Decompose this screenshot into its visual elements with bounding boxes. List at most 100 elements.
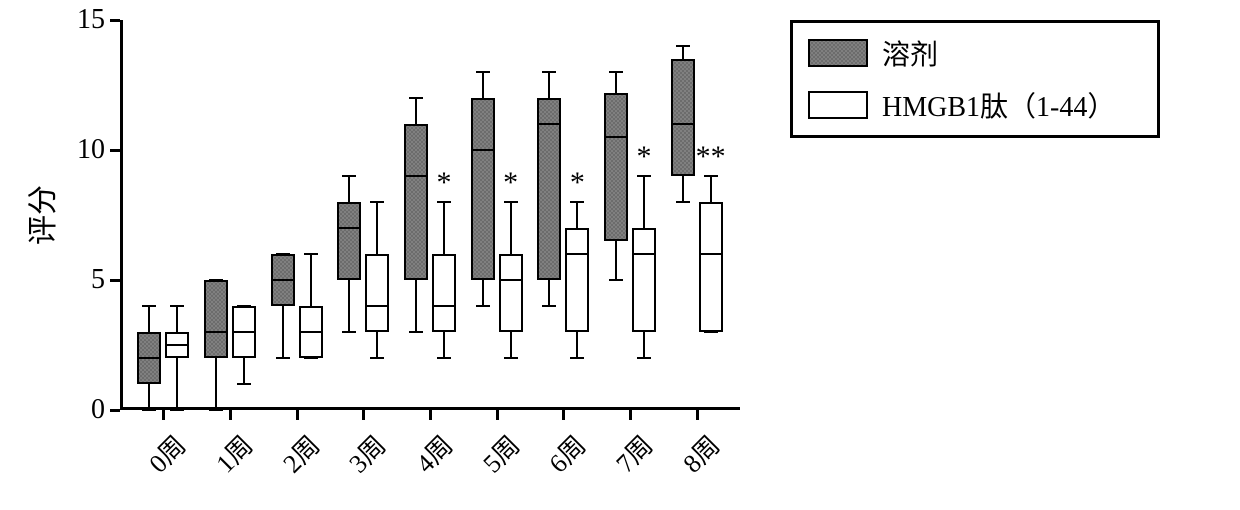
y-tick-label: 15 — [65, 4, 105, 36]
median-line — [337, 227, 361, 229]
significance-annotation: ** — [696, 140, 726, 174]
significance-annotation: * — [437, 166, 452, 200]
y-tick-label: 0 — [65, 394, 105, 426]
x-tick-mark — [162, 410, 165, 420]
whisker-line — [643, 332, 645, 358]
whisker-line — [482, 72, 484, 98]
x-tick-mark — [629, 410, 632, 420]
whisker-line — [682, 46, 684, 59]
x-tick-mark — [429, 410, 432, 420]
whisker-cap-bottom — [142, 409, 156, 411]
box-series-a — [337, 202, 361, 280]
y-axis-title: 评分 — [18, 185, 62, 245]
median-line — [671, 123, 695, 125]
median-line — [432, 305, 456, 307]
median-line — [565, 253, 589, 255]
whisker-cap-top — [342, 175, 356, 177]
whisker-line — [415, 280, 417, 332]
whisker-cap-bottom — [370, 357, 384, 359]
box-series-a — [204, 280, 228, 358]
median-line — [604, 136, 628, 138]
y-tick-mark — [110, 409, 120, 412]
box-series-b — [565, 228, 589, 332]
box-series-a — [404, 124, 428, 280]
box-series-a — [537, 98, 561, 280]
y-tick-label: 10 — [65, 134, 105, 166]
significance-annotation: * — [503, 166, 518, 200]
y-tick-mark — [110, 279, 120, 282]
whisker-cap-top — [570, 201, 584, 203]
whisker-line — [710, 176, 712, 202]
whisker-line — [415, 98, 417, 124]
y-tick-label: 5 — [65, 264, 105, 296]
whisker-cap-top — [370, 201, 384, 203]
whisker-line — [615, 241, 617, 280]
whisker-line — [510, 332, 512, 358]
whisker-line — [548, 72, 550, 98]
whisker-line — [243, 358, 245, 384]
whisker-cap-bottom — [504, 357, 518, 359]
whisker-cap-top — [542, 71, 556, 73]
whisker-line — [376, 332, 378, 358]
whisker-line — [482, 280, 484, 306]
legend-box: 溶剂 HMGB1肽（1-44） — [790, 20, 1160, 138]
figure-root: 评分 溶剂HMGB1肽（1-44） 0510150周1周2周3周4周5周6周7周… — [0, 0, 1240, 510]
legend-label: 溶剂 — [882, 33, 938, 73]
median-line — [165, 344, 189, 346]
whisker-cap-top — [676, 45, 690, 47]
whisker-line — [348, 280, 350, 332]
box-series-b — [365, 254, 389, 332]
box-series-a — [671, 59, 695, 176]
x-tick-mark — [296, 410, 299, 420]
median-line — [537, 123, 561, 125]
whisker-cap-bottom — [237, 383, 251, 385]
box-series-b — [699, 202, 723, 332]
median-line — [137, 357, 161, 359]
x-tick-label: 4周 — [406, 426, 460, 480]
legend-item: HMGB1肽（1-44） — [808, 85, 1142, 125]
median-line — [404, 175, 428, 177]
box-series-b — [499, 254, 523, 332]
median-line — [365, 305, 389, 307]
whisker-cap-top — [409, 97, 423, 99]
legend-swatch — [808, 91, 868, 119]
whisker-cap-bottom — [570, 357, 584, 359]
legend-item: 溶剂 — [808, 33, 1142, 73]
whisker-cap-bottom — [170, 409, 184, 411]
whisker-cap-bottom — [542, 305, 556, 307]
whisker-cap-top — [504, 201, 518, 203]
whisker-line — [176, 358, 178, 410]
whisker-cap-top — [170, 305, 184, 307]
whisker-line — [176, 306, 178, 332]
whisker-line — [576, 202, 578, 228]
whisker-cap-top — [437, 201, 451, 203]
x-tick-label: 3周 — [340, 426, 394, 480]
whisker-cap-bottom — [437, 357, 451, 359]
box-series-a — [604, 93, 628, 241]
x-tick-mark — [562, 410, 565, 420]
whisker-line — [148, 306, 150, 332]
whisker-line — [548, 280, 550, 306]
whisker-cap-top — [609, 71, 623, 73]
median-line — [299, 331, 323, 333]
whisker-cap-top — [637, 175, 651, 177]
x-tick-label: 0周 — [140, 426, 194, 480]
median-line — [499, 279, 523, 281]
whisker-line — [376, 202, 378, 254]
x-tick-mark — [362, 410, 365, 420]
whisker-line — [282, 306, 284, 358]
whisker-cap-bottom — [676, 201, 690, 203]
y-tick-mark — [110, 149, 120, 152]
whisker-line — [510, 202, 512, 254]
whisker-line — [310, 254, 312, 306]
x-tick-mark — [696, 410, 699, 420]
whisker-cap-top — [304, 253, 318, 255]
whisker-line — [576, 332, 578, 358]
x-tick-label: 1周 — [206, 426, 260, 480]
whisker-line — [348, 176, 350, 202]
median-line — [471, 149, 495, 151]
whisker-line — [615, 72, 617, 93]
whisker-line — [643, 176, 645, 228]
box-series-b — [432, 254, 456, 332]
whisker-cap-bottom — [409, 331, 423, 333]
